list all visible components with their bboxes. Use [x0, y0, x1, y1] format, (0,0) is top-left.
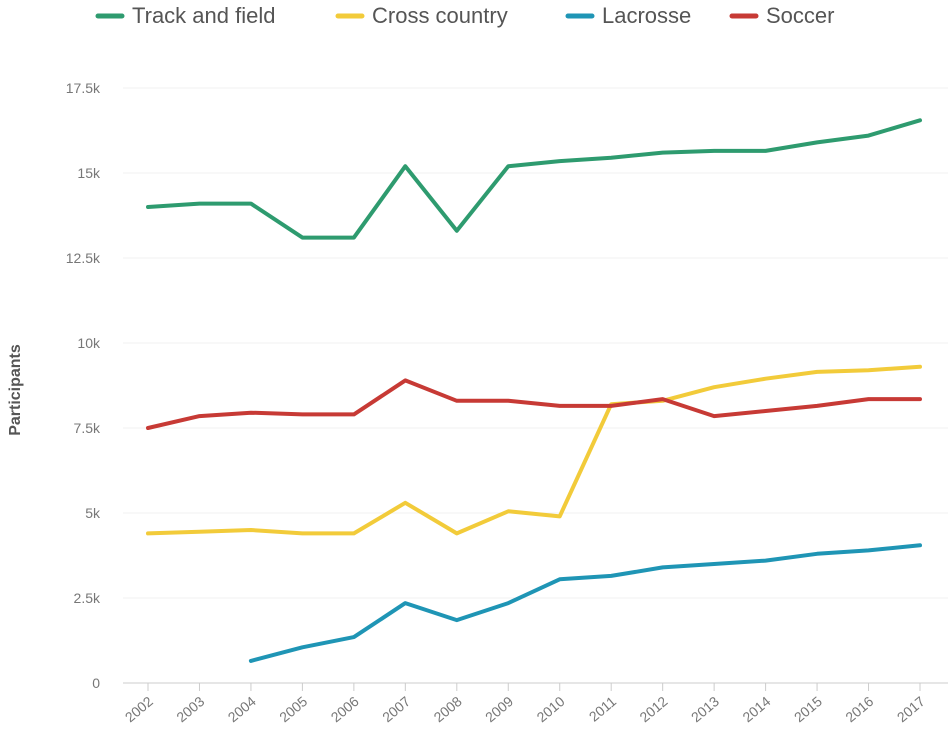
y-tick-label-6: 15k [77, 165, 101, 181]
legend-label-3: Soccer [766, 3, 834, 28]
y-tick-label-4: 10k [77, 335, 101, 351]
x-tick-label-0: 2002 [122, 693, 156, 725]
x-tick-label-4: 2006 [328, 693, 362, 725]
series-lines [146, 118, 922, 663]
series-line-0 [146, 118, 922, 240]
series-line-1 [146, 364, 922, 536]
x-axis: 2002 2003 2004 2005 2006 2007 2008 2009 2010 2011… [122, 682, 948, 725]
x-tick-label-10: 2012 [636, 693, 670, 725]
x-tick-label-11: 2013 [688, 693, 722, 725]
x-tick-label-14: 2016 [842, 693, 876, 725]
y-tick-label-0: 0 [92, 675, 100, 691]
legend-label-2: Lacrosse [602, 3, 691, 28]
series-line-3 [146, 378, 922, 430]
legend-label-1: Cross country [372, 3, 508, 28]
x-tick-label-5: 2007 [379, 693, 413, 725]
x-tick-label-9: 2011 [586, 693, 620, 725]
y-tick-label-7: 17.5k [66, 80, 101, 96]
legend-label-0: Track and field [132, 3, 275, 28]
x-tick-label-12: 2014 [739, 693, 773, 725]
x-tick-label-15: 2017 [894, 693, 928, 725]
x-tick-label-13: 2015 [791, 693, 825, 725]
y-tick-label-1: 2.5k [74, 590, 101, 606]
y-axis: 0 2.5k 5k 7.5k 10k 12.5k 15k 17.5k [66, 80, 101, 691]
y-tick-label-5: 12.5k [66, 250, 101, 266]
y-tick-label-2: 5k [85, 505, 101, 521]
series-line-2 [248, 543, 922, 663]
x-tick-label-6: 2008 [431, 693, 465, 725]
x-tick-label-2: 2004 [225, 693, 259, 725]
x-tick-label-3: 2005 [276, 693, 310, 725]
x-tick-label-7: 2009 [482, 693, 516, 725]
y-tick-label-3: 7.5k [74, 420, 101, 436]
legend: Track and field Cross country Lacrosse Socc… [95, 3, 834, 28]
y-axis-label: Participants [7, 344, 24, 436]
x-tick-label-8: 2010 [534, 693, 568, 725]
x-tick-label-1: 2003 [173, 693, 207, 725]
